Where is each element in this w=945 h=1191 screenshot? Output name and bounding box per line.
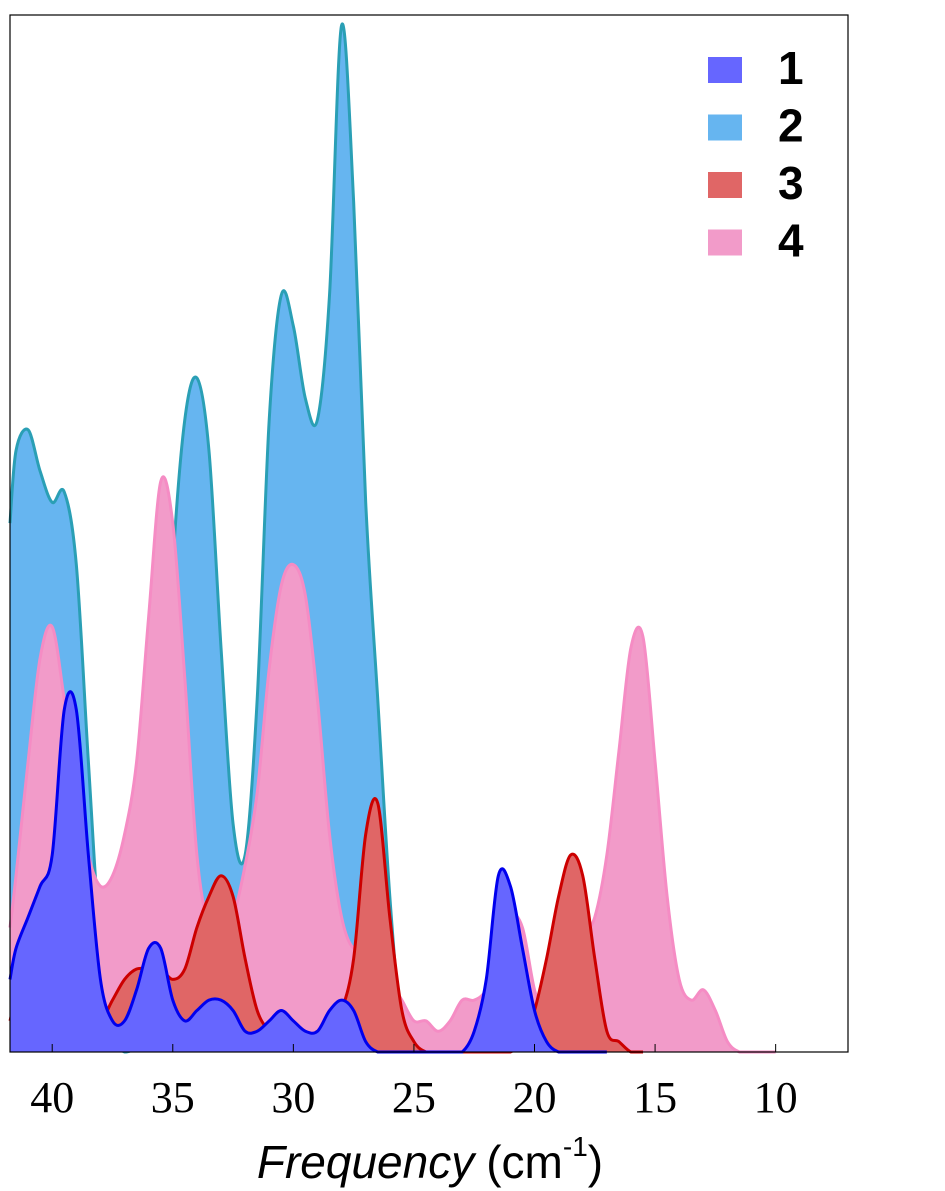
series-area [10, 691, 607, 1052]
x-tick-label: 25 [392, 1073, 436, 1122]
legend-label: 2 [778, 100, 804, 152]
x-label-exponent: -1 [563, 1131, 588, 1162]
x-tick-label: 35 [151, 1073, 195, 1122]
plot-frame [9, 14, 849, 1053]
legend-label: 3 [778, 157, 804, 209]
legend-label: 4 [778, 215, 804, 267]
legend-swatch [708, 172, 742, 198]
x-tick-label: 30 [271, 1073, 315, 1122]
legend-label: 1 [778, 42, 804, 94]
x-tick-label: 15 [633, 1073, 677, 1122]
x-axis-label: Frequency (cm-1) [257, 1131, 603, 1188]
series-line [8, 690, 607, 1054]
x-tick-label: 10 [754, 1073, 798, 1122]
x-label-close: ) [588, 1136, 603, 1188]
x-tick-label: 20 [513, 1073, 557, 1122]
legend-swatch [708, 229, 742, 256]
legend-swatch [708, 57, 742, 83]
x-label-name: Frequency [257, 1136, 477, 1188]
legend-swatch [708, 114, 742, 141]
x-label-unit: (cm [486, 1136, 563, 1188]
plot-area [8, 22, 776, 1054]
series-area [10, 476, 776, 1052]
x-tick-label: 40 [30, 1073, 74, 1122]
series-line [8, 22, 416, 1054]
